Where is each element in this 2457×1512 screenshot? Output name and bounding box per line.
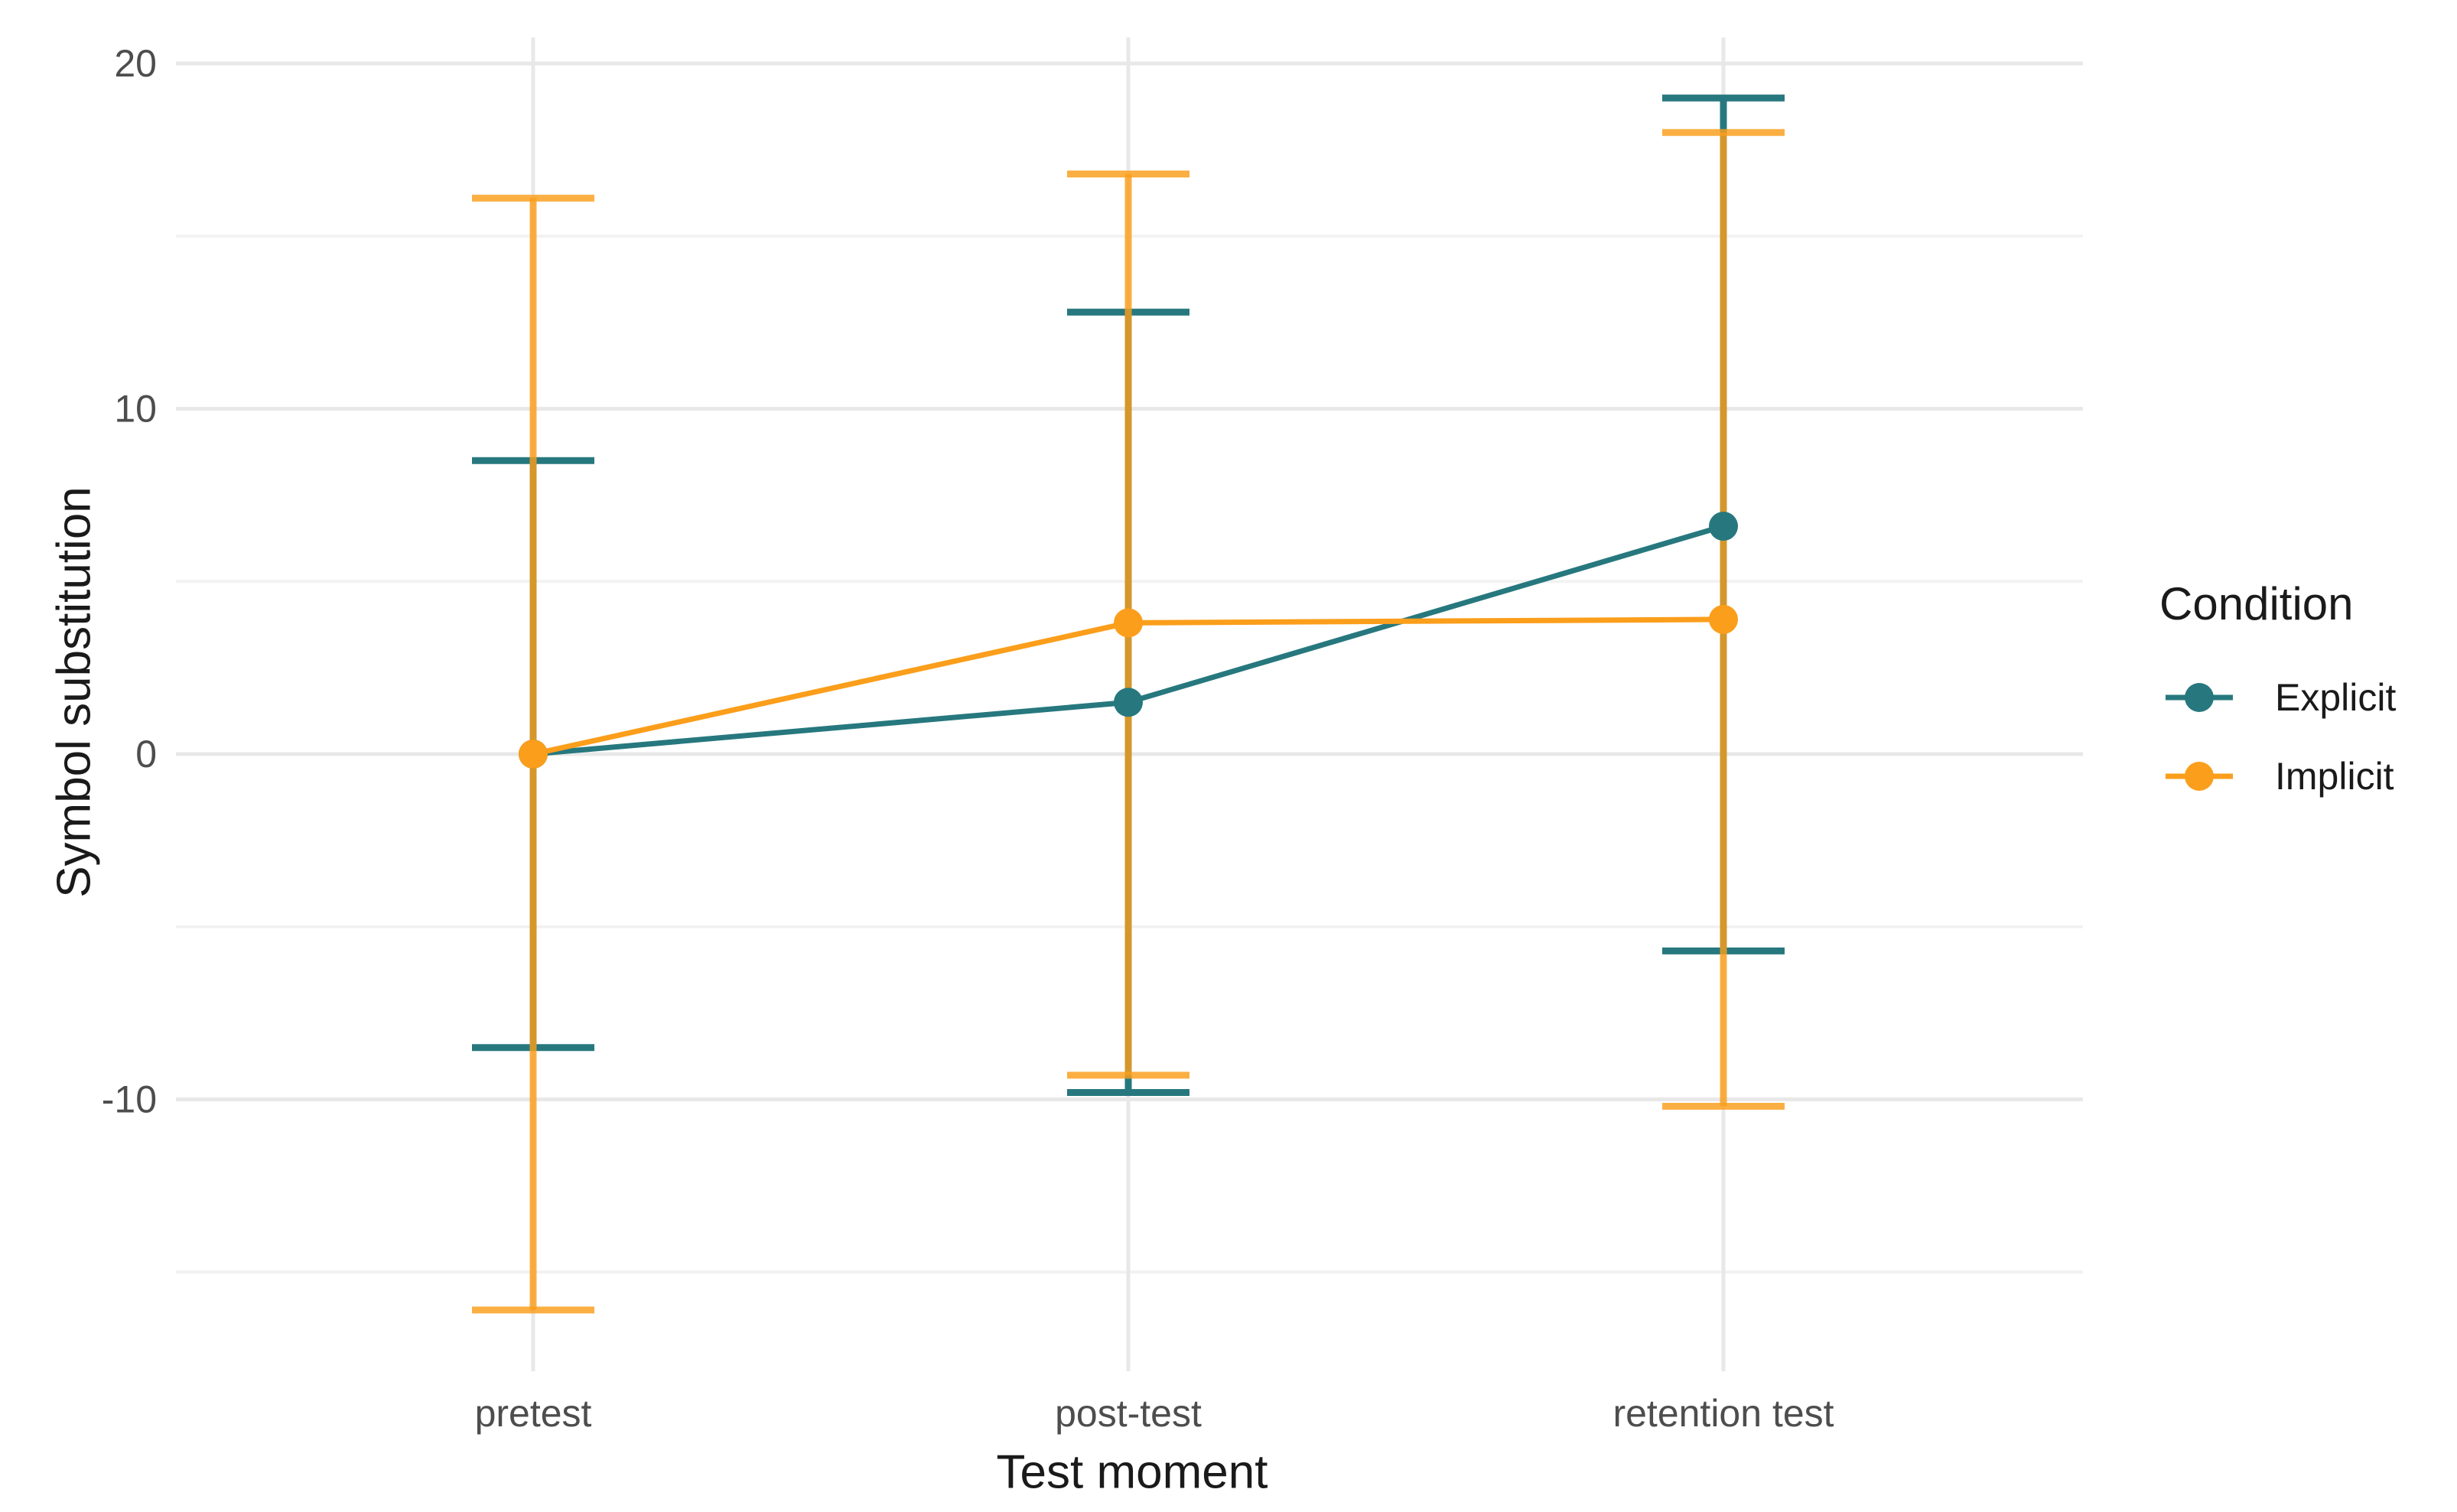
y-axis-title: Symbol substitution — [47, 486, 101, 898]
x-tick-label: retention test — [1613, 1392, 1834, 1435]
y-tick-label: -10 — [102, 1078, 157, 1121]
x-tick-label: post-test — [1055, 1392, 1202, 1435]
legend-key-explicit-icon — [2166, 682, 2233, 713]
legend-title: Condition — [2159, 578, 2354, 629]
point-explicit-post-test — [1114, 688, 1143, 717]
legend-label-implicit: Implicit — [2275, 755, 2394, 798]
x-tick-label: pretest — [475, 1392, 592, 1435]
y-tick-label: 20 — [114, 42, 157, 85]
point-implicit-pretest — [519, 740, 548, 769]
point-implicit-retention-test — [1709, 604, 1738, 634]
point-implicit-post-test — [1114, 608, 1143, 638]
y-tick-label: 0 — [135, 733, 157, 776]
legend-item-implicit: Implicit — [2159, 749, 2396, 804]
y-tick-label: 10 — [114, 388, 157, 431]
x-axis-title: Test moment — [996, 1445, 1268, 1499]
point-explicit-retention-test — [1709, 512, 1738, 541]
legend-label-explicit: Explicit — [2275, 676, 2397, 719]
legend-item-explicit: Explicit — [2159, 670, 2396, 725]
legend: Condition Explicit Implicit — [2159, 577, 2396, 828]
legend-key-implicit-icon — [2166, 761, 2233, 792]
